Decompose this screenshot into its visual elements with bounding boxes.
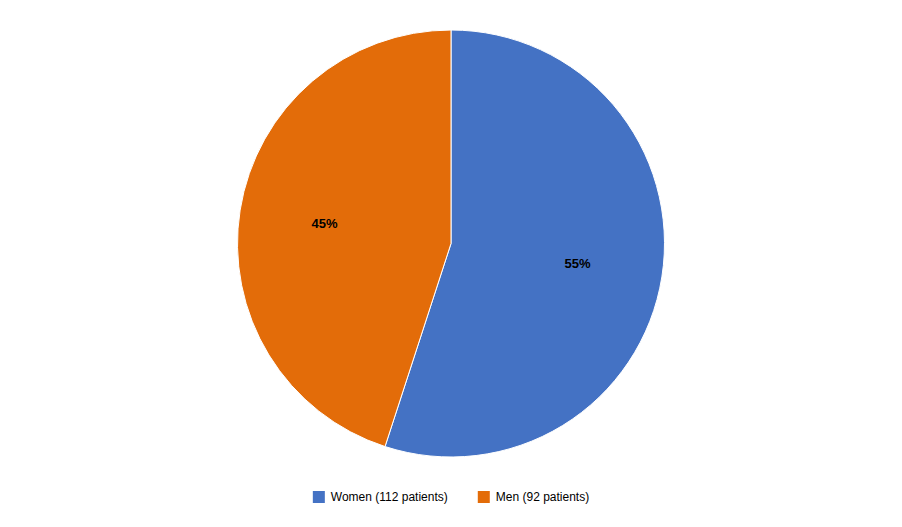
chart-svg: 55% 45% Women (112 patients) Men (92 patien…: [0, 0, 902, 527]
legend-item: Women (112 patients): [313, 490, 448, 504]
legend: Women (112 patients) Men (92 patients): [313, 490, 589, 504]
legend-item: Men (92 patients): [478, 490, 589, 504]
pie-slice: [237, 30, 451, 447]
legend-swatch: [478, 491, 490, 503]
data-label: 55%: [565, 256, 591, 271]
pie: [237, 30, 664, 457]
data-label: 45%: [311, 216, 337, 231]
data-labels: 55% 45%: [311, 216, 591, 271]
legend-swatch: [313, 491, 325, 503]
legend-label: Men (92 patients): [496, 490, 589, 504]
legend-label: Women (112 patients): [331, 490, 448, 504]
